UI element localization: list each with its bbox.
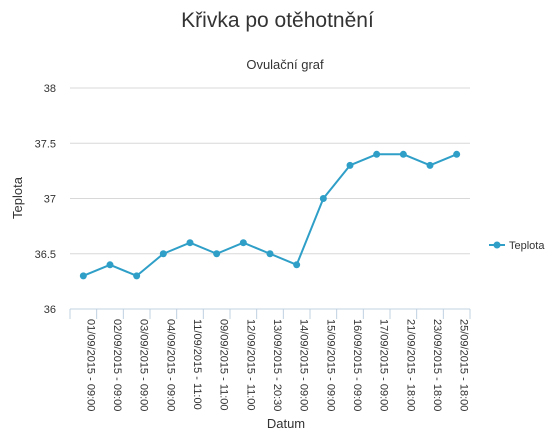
legend[interactable]: Teplota: [489, 240, 545, 252]
x-axis-labels: 01/09/2015 - 09:00 02/09/2015 - 09:00 03/0…: [84, 319, 469, 411]
legend-marker: [493, 241, 501, 249]
x-axis: [69, 308, 471, 319]
data-point: [186, 239, 194, 247]
y-tick-label: 38: [44, 83, 56, 95]
legend-label: Teplota: [509, 240, 545, 252]
data-point: [426, 161, 434, 169]
data-point: [399, 150, 407, 158]
data-point: [79, 272, 87, 280]
data-point: [239, 239, 247, 247]
x-tick-label: 11/09/2015 - 11:00: [191, 319, 203, 410]
data-point: [266, 250, 274, 258]
data-point: [373, 150, 381, 158]
x-tick-label: 17/09/2015 - 09:00: [378, 319, 390, 411]
page-title: Křivka po otěhotnění: [181, 9, 374, 32]
chart-title: Ovulační graf: [246, 57, 324, 72]
x-tick-label: 15/09/2015 - 09:00: [324, 319, 336, 411]
data-point: [346, 161, 354, 169]
series-teplota: [79, 150, 461, 280]
x-tick-label: 16/09/2015 - 09:00: [351, 319, 363, 411]
x-axis-title: Datum: [267, 416, 305, 431]
x-tick-label: 09/09/2015 - 11:00: [218, 319, 230, 411]
y-tick-label: 37.5: [35, 138, 56, 150]
y-tick-label: 36.5: [35, 249, 56, 261]
x-tick-label: 21/09/2015 - 18:00: [404, 319, 416, 411]
data-point: [106, 261, 114, 269]
x-tick-label: 01/09/2015 - 09:00: [84, 319, 96, 411]
x-tick-label: 12/09/2015 - 11:00: [244, 319, 256, 411]
grid-lines: [70, 87, 470, 255]
y-axis-labels: 36 36.5 37 37.5 38: [35, 83, 56, 316]
x-tick-label: 25/09/2015 - 18:00: [458, 319, 470, 411]
data-point: [213, 250, 221, 258]
data-point: [293, 261, 301, 269]
data-point: [159, 250, 167, 258]
data-point: [133, 272, 141, 280]
x-tick-label: 02/09/2015 - 09:00: [111, 319, 123, 411]
x-tick-label: 14/09/2015 - 09:00: [298, 319, 310, 411]
y-axis-title: Teplota: [10, 176, 25, 219]
series-line: [82, 153, 458, 277]
data-point: [319, 195, 327, 202]
x-tick-label: 23/09/2015 - 18:00: [431, 319, 443, 411]
x-tick-label: 04/09/2015 - 09:00: [164, 319, 176, 411]
x-tick-label: 13/09/2015 - 20:30: [271, 319, 283, 411]
data-point: [453, 150, 461, 158]
y-tick-label: 36: [44, 304, 56, 316]
x-tick-label: 03/09/2015 - 09:00: [138, 319, 150, 411]
y-tick-label: 37: [44, 194, 56, 206]
